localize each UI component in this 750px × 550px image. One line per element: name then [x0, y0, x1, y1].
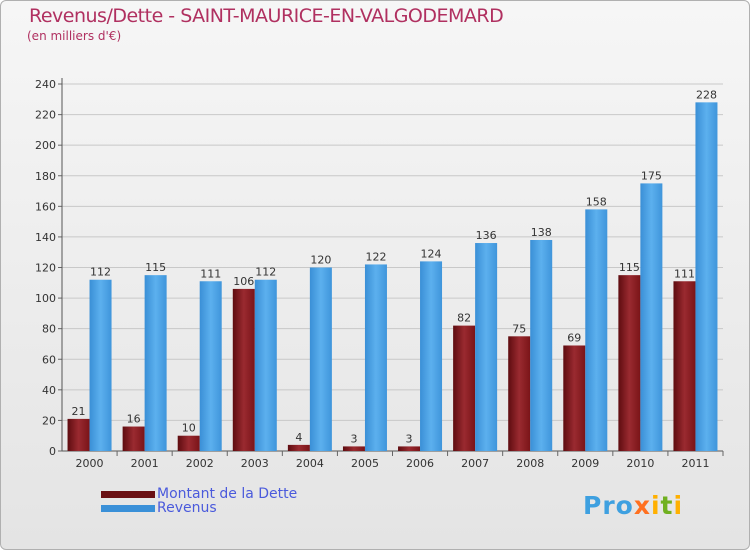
data-label: 75 — [512, 322, 526, 335]
data-label: 138 — [531, 226, 552, 239]
data-label: 175 — [641, 169, 662, 182]
bar-dette — [673, 281, 696, 451]
data-label: 112 — [255, 266, 276, 279]
bar-revenus — [530, 239, 553, 451]
x-tick-label: 2011 — [681, 457, 709, 470]
bar-dette — [232, 288, 255, 451]
y-tick-label: 120 — [35, 262, 56, 275]
bar-dette — [508, 336, 531, 451]
bar-dette — [67, 418, 90, 451]
data-label: 106 — [233, 275, 254, 288]
y-tick-label: 220 — [35, 109, 56, 122]
bar-revenus — [640, 183, 663, 452]
bar-chart: 0 20 40 60 80 100 120 140 160 180 200 220 240 2000 21 1… — [35, 78, 724, 470]
y-tick-label: 180 — [35, 170, 56, 183]
data-label: 136 — [476, 229, 497, 242]
x-tick-label: 2008 — [516, 457, 544, 470]
data-label: 21 — [72, 405, 86, 418]
bar-revenus — [475, 243, 498, 451]
legend-label-debt: Montant de la Dette — [157, 486, 298, 502]
y-tick-label: 160 — [35, 200, 56, 213]
legend-label-revenus: Revenus — [157, 500, 217, 516]
bar-revenus — [309, 267, 332, 451]
x-tick-label: 2005 — [351, 457, 379, 470]
data-label: 3 — [350, 432, 357, 445]
bar-dette — [122, 426, 145, 451]
x-tick-label: 2006 — [406, 457, 434, 470]
bar-dette — [177, 435, 200, 451]
x-tick-label: 2002 — [186, 457, 214, 470]
data-label: 4 — [295, 431, 302, 444]
bar-dette — [453, 325, 476, 451]
data-label: 115 — [145, 261, 166, 274]
x-tick-label: 2004 — [296, 457, 324, 470]
bar-dette — [563, 345, 586, 451]
x-tick-label: 2007 — [461, 457, 489, 470]
data-label: 3 — [406, 432, 413, 445]
data-label: 10 — [182, 422, 196, 435]
data-label: 69 — [567, 331, 581, 344]
data-label: 16 — [127, 413, 141, 426]
y-tick-label: 40 — [42, 384, 56, 397]
y-tick-label: 240 — [35, 78, 56, 91]
legend-swatch-revenus — [101, 505, 155, 512]
y-tick-label: 80 — [42, 323, 56, 336]
bar-revenus — [89, 279, 112, 451]
bar-revenus — [199, 281, 222, 451]
y-tick-label: 200 — [35, 139, 56, 152]
data-label: 112 — [90, 266, 111, 279]
bar-revenus — [364, 264, 387, 451]
data-label: 122 — [365, 250, 386, 263]
x-tick-label: 2001 — [131, 457, 159, 470]
bar-dette — [618, 275, 641, 451]
bar-revenus — [420, 261, 443, 451]
bar-revenus — [144, 275, 167, 451]
chart-title: Revenus/Dette - SAINT-MAURICE-EN-VALGODE… — [29, 5, 504, 27]
bar-revenus — [585, 209, 608, 451]
y-tick-label: 100 — [35, 292, 56, 305]
data-label: 120 — [310, 254, 331, 267]
bar-revenus — [254, 279, 277, 451]
bar-dette — [398, 446, 421, 451]
x-tick-label: 2010 — [626, 457, 654, 470]
data-label: 82 — [457, 312, 471, 325]
legend-swatch-debt — [101, 491, 155, 498]
x-tick-label: 2003 — [241, 457, 269, 470]
y-tick-label: 20 — [42, 414, 56, 427]
data-label: 228 — [696, 88, 717, 101]
y-tick-label: 0 — [49, 445, 56, 458]
data-label: 115 — [619, 261, 640, 274]
data-label: 124 — [421, 247, 442, 260]
y-tick-label: 140 — [35, 231, 56, 244]
bar-dette — [287, 444, 310, 451]
chart-subtitle: (en milliers d'€) — [27, 29, 122, 43]
bar-dette — [342, 446, 365, 451]
proxiti-logo: Proxiti — [583, 491, 684, 520]
bar-revenus — [695, 102, 718, 451]
data-label: 158 — [586, 195, 607, 208]
x-tick-label: 2009 — [571, 457, 599, 470]
y-tick-label: 60 — [42, 353, 56, 366]
x-tick-label: 2000 — [76, 457, 104, 470]
data-label: 111 — [200, 267, 221, 280]
data-label: 111 — [674, 267, 695, 280]
